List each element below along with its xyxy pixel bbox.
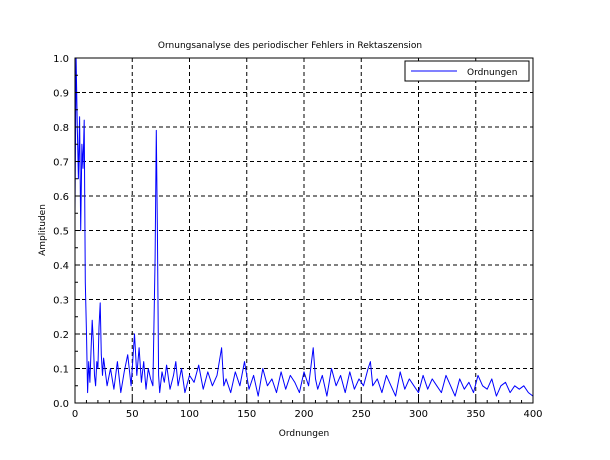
y-tick-label: 0.2	[53, 330, 69, 341]
y-tick-label: 0.5	[53, 227, 69, 238]
y-tick-label: 0.6	[53, 192, 69, 203]
y-tick-label: 0.3	[53, 296, 69, 307]
x-tick-labels: 0 50 100 150 200 250 300 350 400	[72, 409, 543, 420]
series-line-0	[74, 57, 534, 397]
x-axis-label: Ordnungen	[279, 429, 329, 439]
y-axis-label: Amplituden	[38, 204, 48, 256]
tick-marks	[74, 57, 534, 404]
x-tick-label: 250	[352, 409, 371, 420]
series-layer	[74, 57, 534, 397]
x-tick-label: 350	[466, 409, 485, 420]
legend-box	[404, 60, 530, 82]
y-tick-label: 0.7	[53, 158, 69, 169]
y-tick-label: 1.0	[53, 54, 69, 65]
x-tick-label: 150	[237, 409, 256, 420]
legend-label: Ordnungen	[467, 68, 517, 78]
x-tick-label: 100	[180, 409, 199, 420]
y-tick-label: 0.0	[53, 399, 69, 410]
legend: Ordnungen	[404, 60, 530, 82]
x-tick-label: 300	[409, 409, 428, 420]
y-tick-label: 0.1	[53, 365, 69, 376]
y-tick-label: 0.4	[53, 261, 69, 272]
x-tick-label: 200	[294, 409, 313, 420]
y-tick-label: 0.8	[53, 123, 69, 134]
x-tick-label: 400	[523, 409, 542, 420]
x-tick-label: 0	[72, 409, 78, 420]
grid-lines	[75, 58, 533, 403]
x-tick-label: 50	[126, 409, 139, 420]
chart-title: Ornungsanalyse des periodischer Fehlers …	[158, 41, 422, 51]
y-tick-label: 0.9	[53, 89, 69, 100]
y-tick-labels: 0.0 0.1 0.2 0.3 0.4 0.5 0.6 0.7 0.8 0.9 1.0	[53, 54, 69, 410]
